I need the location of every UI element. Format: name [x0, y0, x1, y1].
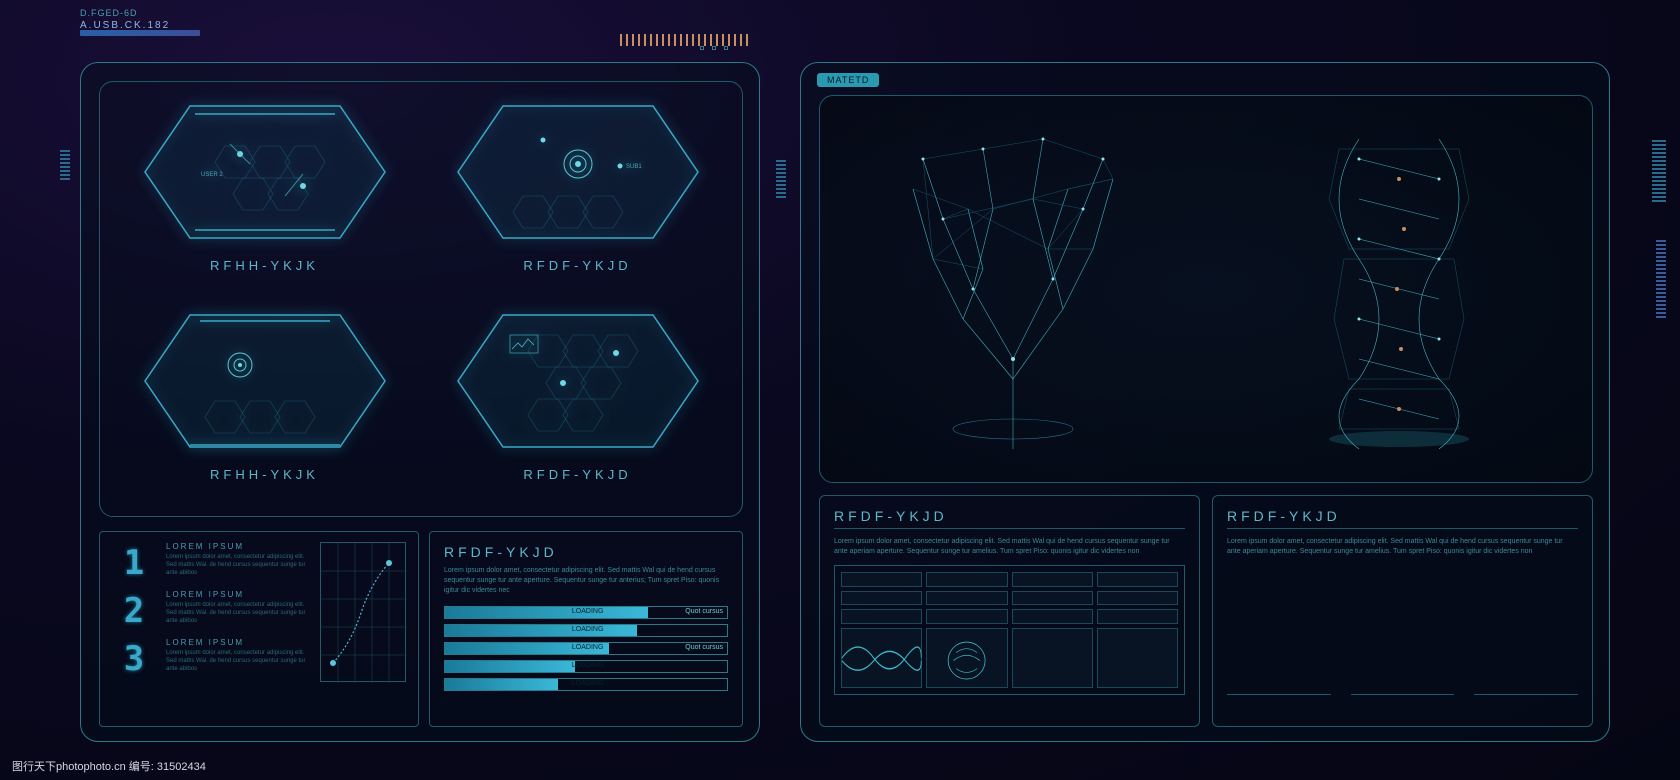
- hex-cell-4[interactable]: RFDF-YKJD: [427, 305, 728, 502]
- hex-grid: USER 2 RFHH-YKJK: [99, 81, 743, 517]
- loading-bars: LOADINGQuot cursus LOADING LOADINGQuot cur…: [444, 606, 728, 691]
- detail-right-title: RFDF-YKJD: [1227, 508, 1578, 529]
- hex-cell-1[interactable]: USER 2 RFHH-YKJK: [114, 96, 415, 293]
- hex-cell-3[interactable]: RFHH-YKJK: [114, 305, 415, 502]
- loading-panel: RFDF-YKJD Lorem ipsum dolor amet, consec…: [429, 531, 743, 727]
- footer-text: 图行天下photophoto.cn 编号: 31502434: [12, 758, 206, 774]
- hex-label-4: RFDF-YKJD: [523, 467, 631, 482]
- loading-bar: LOADINGQuot cursus: [444, 606, 728, 619]
- detail-right-desc: Lorem ipsum dolor amet, consectetur adip…: [1227, 537, 1578, 557]
- detail-right: RFDF-YKJD Lorem ipsum dolor amet, consec…: [1212, 495, 1593, 727]
- info-num-1: 1: [112, 542, 156, 584]
- viz-tree: [873, 119, 1153, 459]
- side-ticks-2: [1656, 240, 1666, 318]
- loading-desc: Lorem ipsum dolor amet, consectetur adip…: [444, 566, 728, 596]
- bar-group: [1351, 694, 1455, 695]
- viz-area: [819, 95, 1593, 483]
- info-row-3: 3 LOREM IPSUM Lorem ipsum dolor amet, co…: [112, 638, 312, 680]
- svg-text:USER 2: USER 2: [201, 172, 223, 178]
- side-ticks-mid: [776, 160, 786, 198]
- hex-cell-2[interactable]: SUB1 RFDF-YKJD: [427, 96, 728, 293]
- panel-left: USER 2 RFHH-YKJK: [80, 62, 760, 742]
- hex-label-3: RFHH-YKJK: [210, 467, 319, 482]
- side-ticks-1: [1652, 140, 1666, 202]
- loading-bar: LOADING: [444, 624, 728, 637]
- detail-row: RFDF-YKJD Lorem ipsum dolor amet, consec…: [819, 495, 1593, 727]
- loading-title: RFDF-YKJD: [444, 544, 728, 560]
- info-row-2: 2 LOREM IPSUM Lorem ipsum dolor amet, co…: [112, 590, 312, 632]
- header-bar: [80, 30, 200, 36]
- info-num-2: 2: [112, 590, 156, 632]
- bar-group: [1227, 694, 1331, 695]
- info-bottom: 1 LOREM IPSUM Lorem ipsum dolor amet, co…: [99, 531, 743, 727]
- detail-left: RFDF-YKJD Lorem ipsum dolor amet, consec…: [819, 495, 1200, 727]
- top-dots: [700, 46, 728, 50]
- header-tag: D.FGED-6D A.USB.CK.182: [80, 8, 170, 31]
- loading-bar: LOADING: [444, 678, 728, 691]
- detail-left-desc: Lorem ipsum dolor amet, consectetur adip…: [834, 537, 1185, 557]
- hex-label-1: RFHH-YKJK: [210, 258, 319, 273]
- right-tag: MATETD: [817, 73, 879, 87]
- viz-helix: [1259, 119, 1539, 459]
- mini-chart: [320, 542, 406, 682]
- side-ticks-left: [60, 150, 70, 180]
- hex-label-2: RFDF-YKJD: [523, 258, 631, 273]
- numbered-list: 1 LOREM IPSUM Lorem ipsum dolor amet, co…: [99, 531, 419, 727]
- loading-bar: LOADINGQuot cursus: [444, 642, 728, 655]
- header-line1: D.FGED-6D: [80, 8, 170, 18]
- detail-left-thumb: [834, 565, 1185, 695]
- panel-right: MATETD: [800, 62, 1610, 742]
- detail-left-title: RFDF-YKJD: [834, 508, 1185, 529]
- info-num-3: 3: [112, 638, 156, 680]
- svg-text:SUB1: SUB1: [626, 164, 642, 170]
- top-ticks: [620, 34, 748, 46]
- loading-bar: LOADING: [444, 660, 728, 673]
- info-row-1: 1 LOREM IPSUM Lorem ipsum dolor amet, co…: [112, 542, 312, 584]
- bar-charts: [1227, 565, 1578, 695]
- bar-group: [1474, 694, 1578, 695]
